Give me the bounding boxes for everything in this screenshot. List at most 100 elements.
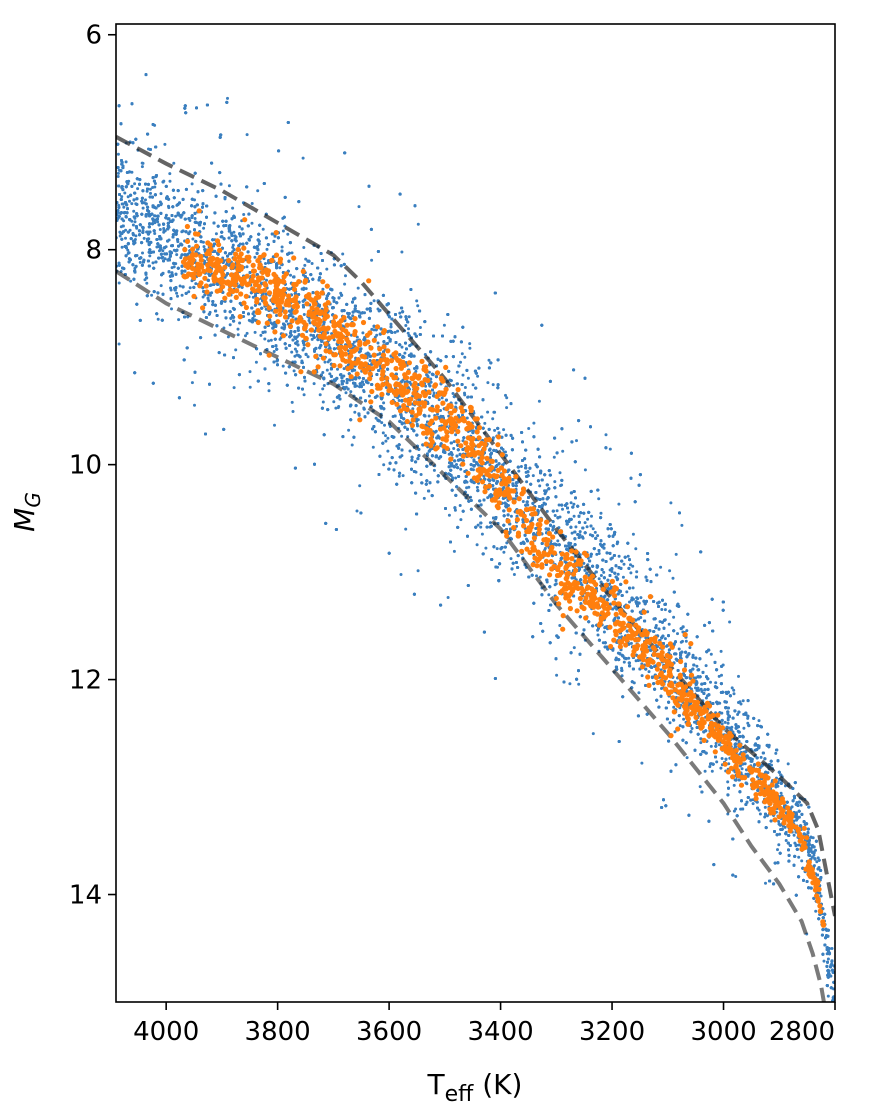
background-sample-point bbox=[148, 254, 152, 258]
background-sample-point bbox=[302, 313, 306, 316]
background-sample-point bbox=[191, 237, 195, 241]
background-sample-point bbox=[265, 247, 269, 251]
background-sample-point bbox=[344, 274, 347, 278]
background-sample-point bbox=[732, 783, 736, 787]
background-sample-point bbox=[232, 230, 236, 234]
background-sample-point bbox=[739, 702, 743, 706]
background-sample-point bbox=[370, 258, 374, 262]
background-sample-point bbox=[384, 434, 387, 438]
background-sample-point bbox=[416, 304, 420, 308]
background-sample-point bbox=[352, 340, 356, 344]
background-sample-point bbox=[124, 160, 128, 164]
background-sample-point bbox=[172, 161, 176, 165]
background-sample-point bbox=[676, 632, 679, 636]
background-sample-point bbox=[583, 468, 587, 472]
background-sample-point bbox=[758, 812, 762, 816]
background-sample-point bbox=[231, 243, 235, 247]
background-sample-point bbox=[415, 299, 419, 303]
background-sample-point bbox=[148, 187, 152, 191]
background-sample-point bbox=[376, 341, 380, 345]
background-sample-point bbox=[628, 600, 631, 604]
background-sample-point bbox=[344, 391, 348, 395]
background-sample-point bbox=[799, 803, 803, 807]
background-sample-point bbox=[763, 815, 767, 819]
background-sample-point bbox=[253, 255, 257, 259]
background-sample-point bbox=[187, 244, 191, 248]
background-sample-point bbox=[415, 422, 419, 426]
background-sample-point bbox=[602, 542, 606, 546]
background-sample-point bbox=[265, 278, 268, 282]
background-sample-point bbox=[455, 463, 458, 466]
background-sample-point bbox=[486, 496, 490, 500]
background-sample-point bbox=[684, 664, 687, 668]
background-sample-point bbox=[777, 820, 781, 823]
background-sample-point bbox=[732, 692, 736, 696]
background-sample-point bbox=[386, 341, 390, 345]
background-sample-point bbox=[569, 501, 573, 505]
background-sample-point bbox=[777, 843, 781, 847]
background-sample-point bbox=[164, 213, 168, 217]
background-sample-point bbox=[342, 367, 346, 371]
background-sample-point bbox=[399, 573, 403, 576]
background-sample-point bbox=[728, 620, 732, 624]
background-sample-point bbox=[465, 416, 469, 420]
background-sample-point bbox=[646, 610, 650, 614]
background-sample-point bbox=[153, 182, 157, 185]
background-sample-point bbox=[556, 539, 560, 543]
background-sample-point bbox=[720, 757, 724, 760]
background-sample-point bbox=[631, 564, 635, 568]
background-sample-point bbox=[381, 431, 385, 435]
background-sample-point bbox=[259, 333, 263, 337]
background-sample-point bbox=[685, 629, 689, 633]
background-sample-point bbox=[502, 428, 506, 432]
background-sample-point bbox=[168, 179, 172, 183]
background-sample-point bbox=[122, 205, 126, 209]
background-sample-point bbox=[163, 142, 167, 146]
background-sample-point bbox=[524, 463, 528, 467]
background-sample-point bbox=[741, 699, 745, 703]
background-sample-point bbox=[292, 369, 296, 373]
background-sample-point bbox=[622, 562, 626, 566]
background-sample-point bbox=[355, 335, 359, 339]
background-sample-point bbox=[193, 217, 197, 220]
background-sample-point bbox=[647, 670, 651, 674]
background-sample-point bbox=[460, 352, 464, 356]
background-sample-point bbox=[519, 465, 523, 468]
background-sample-point bbox=[378, 308, 382, 312]
background-sample-point bbox=[447, 513, 451, 517]
background-sample-point bbox=[797, 843, 801, 847]
background-sample-point bbox=[553, 583, 557, 587]
background-sample-point bbox=[416, 569, 420, 573]
background-sample-point bbox=[159, 192, 163, 196]
background-sample-point bbox=[153, 221, 157, 225]
background-sample-point bbox=[617, 502, 621, 506]
background-sample-point bbox=[374, 416, 378, 420]
background-sample-point bbox=[304, 257, 308, 261]
background-sample-point bbox=[568, 682, 572, 686]
background-sample-point bbox=[403, 351, 407, 355]
background-sample-point bbox=[454, 401, 458, 405]
background-sample-point bbox=[293, 354, 297, 358]
background-sample-point bbox=[398, 311, 402, 315]
background-sample-point bbox=[141, 206, 145, 210]
background-sample-point bbox=[156, 317, 160, 321]
background-sample-point bbox=[396, 329, 400, 333]
background-sample-point bbox=[668, 569, 672, 573]
background-sample-point bbox=[492, 410, 496, 414]
background-sample-point bbox=[719, 649, 723, 653]
background-sample-point bbox=[372, 299, 376, 303]
background-sample-point bbox=[476, 374, 480, 378]
background-sample-point bbox=[238, 225, 242, 229]
background-sample-point bbox=[597, 497, 601, 501]
background-sample-point bbox=[267, 389, 271, 393]
background-sample-point bbox=[620, 674, 624, 678]
background-sample-point bbox=[302, 246, 306, 249]
background-sample-point bbox=[126, 195, 130, 199]
background-sample-point bbox=[263, 337, 267, 341]
background-sample-point bbox=[505, 541, 509, 545]
background-sample-point bbox=[585, 525, 589, 529]
background-sample-point bbox=[710, 769, 714, 773]
background-sample-point bbox=[535, 574, 538, 578]
background-sample-point bbox=[401, 474, 405, 478]
